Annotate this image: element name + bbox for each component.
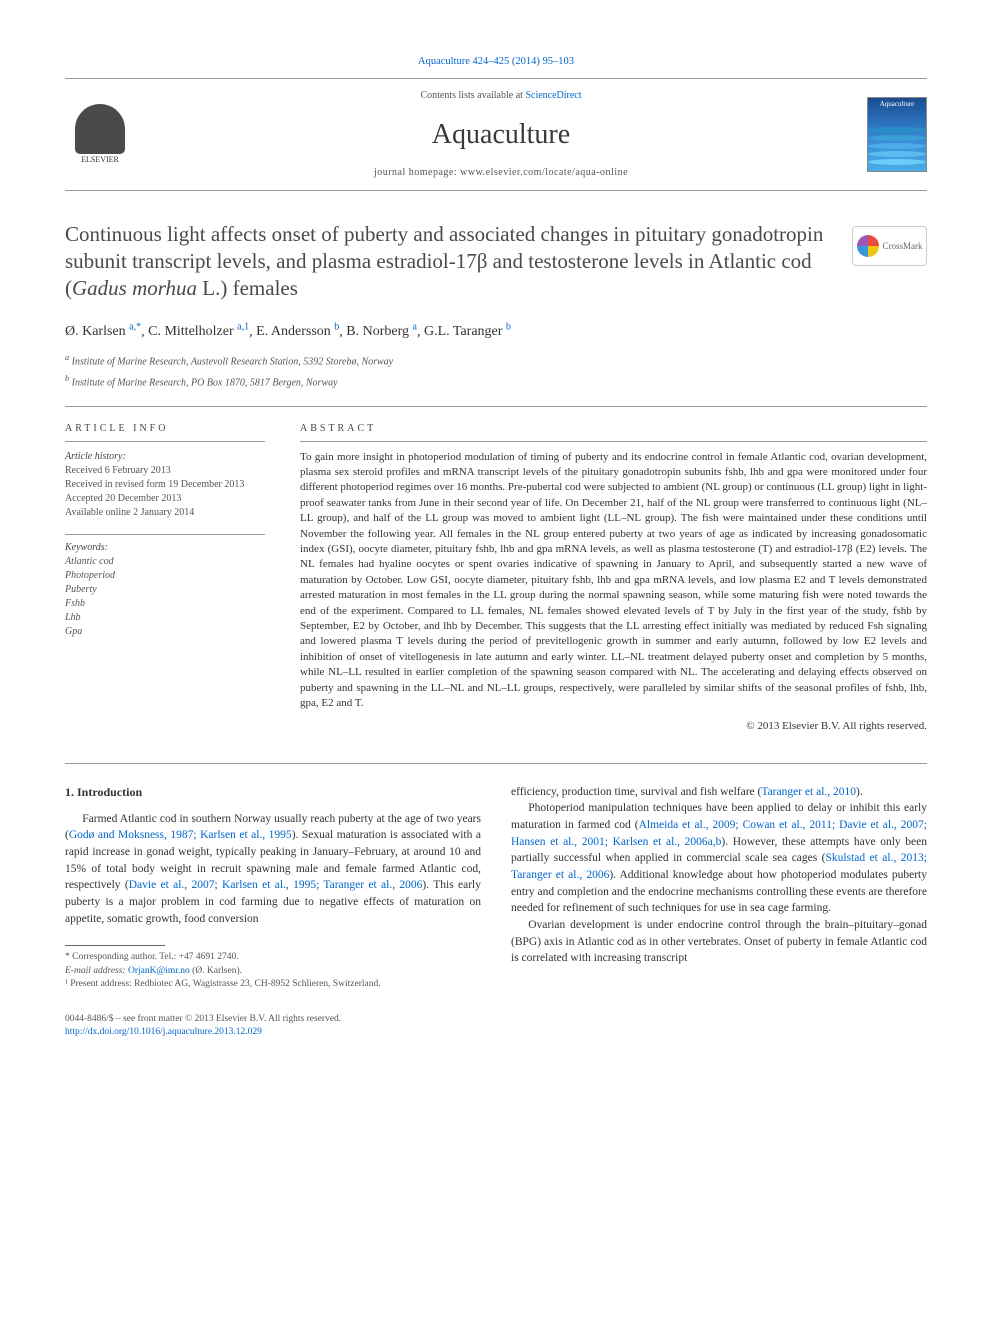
keywords-block: Keywords: Atlantic cod Photoperiod Puber…	[65, 534, 265, 639]
cover-label: Aquaculture	[870, 100, 924, 110]
header-center: Contents lists available at ScienceDirec…	[135, 89, 867, 180]
affil-text: Institute of Marine Research, PO Box 187…	[72, 378, 338, 389]
keywords-heading: Keywords:	[65, 541, 265, 555]
affil-text: Institute of Marine Research, Austevoll …	[72, 356, 393, 367]
author-name: C. Mittelholzer	[148, 324, 234, 339]
right-column: efficiency, production time, survival an…	[511, 784, 927, 991]
doi-link[interactable]: http://dx.doi.org/10.1016/j.aquaculture.…	[65, 1026, 341, 1039]
footnote-rule	[65, 945, 165, 946]
author-sup[interactable]: a,*	[129, 322, 141, 333]
body-paragraph: Ovarian development is under endocrine c…	[511, 917, 927, 967]
body-text: efficiency, production time, survival an…	[511, 786, 761, 798]
affil-sup: b	[65, 374, 69, 383]
elsevier-tree-icon	[75, 104, 125, 154]
author-name: G.L. Taranger	[424, 324, 502, 339]
history-heading: Article history:	[65, 450, 265, 464]
contents-prefix: Contents lists available at	[420, 90, 525, 101]
citation-link[interactable]: Godø and Moksness, 1987; Karlsen et al.,…	[69, 829, 292, 841]
author: B. Norberg a	[346, 324, 417, 339]
author: G.L. Taranger b	[424, 324, 511, 339]
cover-wave-icon	[868, 159, 926, 165]
author-sup[interactable]: a	[413, 322, 417, 333]
title-text-post: L.) females	[197, 276, 298, 300]
publisher-logo: ELSEVIER	[65, 99, 135, 169]
article-info-heading: ARTICLE INFO	[65, 422, 265, 442]
history-item: Received in revised form 19 December 201…	[65, 478, 265, 492]
author: C. Mittelholzer a,1	[148, 324, 249, 339]
author: E. Andersson b	[256, 324, 339, 339]
header-citation-link[interactable]: Aquaculture 424–425 (2014) 95–103	[65, 55, 927, 70]
page-footer: 0044-8486/$ – see front matter © 2013 El…	[65, 1013, 927, 1040]
body-text: ).	[856, 786, 863, 798]
sciencedirect-link[interactable]: ScienceDirect	[525, 90, 581, 101]
cover-wave-icon	[868, 135, 926, 141]
crossmark-badge[interactable]: CrossMark	[852, 226, 927, 266]
body-paragraph: efficiency, production time, survival an…	[511, 784, 927, 801]
email-tail: (Ø. Karlsen).	[190, 966, 242, 976]
history-item: Received 6 February 2013	[65, 464, 265, 478]
citation-link[interactable]: Davie et al., 2007; Karlsen et al., 1995…	[129, 879, 423, 891]
abstract-heading: ABSTRACT	[300, 422, 927, 442]
keyword: Lhb	[65, 611, 265, 625]
cover-wave-icon	[868, 127, 926, 133]
keyword: Gpa	[65, 625, 265, 639]
author-sup[interactable]: a,1	[237, 322, 249, 333]
email-link[interactable]: OrjanK@imr.no	[128, 966, 190, 976]
crossmark-label: CrossMark	[883, 240, 923, 253]
contents-lists-text: Contents lists available at ScienceDirec…	[135, 89, 867, 103]
left-column: 1. Introduction Farmed Atlantic cod in s…	[65, 784, 481, 991]
title-species: Gadus morhua	[72, 276, 197, 300]
section-heading-intro: 1. Introduction	[65, 784, 481, 801]
keyword: Fshb	[65, 597, 265, 611]
author: Ø. Karlsen a,*	[65, 324, 141, 339]
body-paragraph: Farmed Atlantic cod in southern Norway u…	[65, 811, 481, 928]
crossmark-circle-icon	[857, 235, 879, 257]
footnote-present-address: ¹ Present address: Redbiotec AG, Wagistr…	[65, 978, 481, 991]
article-info-block: ARTICLE INFO Article history: Received 6…	[65, 422, 265, 735]
keyword: Atlantic cod	[65, 555, 265, 569]
abstract-copyright: © 2013 Elsevier B.V. All rights reserved…	[300, 719, 927, 734]
body-paragraph: Photoperiod manipulation techniques have…	[511, 800, 927, 917]
affil-sup: a	[65, 353, 69, 362]
author-name: E. Andersson	[256, 324, 331, 339]
article-title: Continuous light affects onset of pubert…	[65, 221, 927, 303]
cover-wave-icon	[868, 151, 926, 157]
info-abstract-row: ARTICLE INFO Article history: Received 6…	[65, 422, 927, 735]
author-sup[interactable]: b	[506, 322, 511, 333]
journal-name: Aquaculture	[135, 115, 867, 154]
abstract-column: ABSTRACT To gain more insight in photope…	[300, 422, 927, 735]
affiliation: a Institute of Marine Research, Austevol…	[65, 352, 927, 369]
divider	[65, 406, 927, 407]
keyword: Photoperiod	[65, 569, 265, 583]
body-columns: 1. Introduction Farmed Atlantic cod in s…	[65, 763, 927, 991]
email-label: E-mail address:	[65, 966, 128, 976]
cover-wave-icon	[868, 143, 926, 149]
publisher-label: ELSEVIER	[81, 154, 119, 165]
author-list: Ø. Karlsen a,*, C. Mittelholzer a,1, E. …	[65, 321, 927, 342]
keyword: Puberty	[65, 583, 265, 597]
journal-homepage[interactable]: journal homepage: www.elsevier.com/locat…	[135, 166, 867, 180]
footnote-email: E-mail address: OrjanK@imr.no (Ø. Karlse…	[65, 965, 481, 978]
citation-link[interactable]: Taranger et al., 2010	[761, 786, 856, 798]
abstract-text: To gain more insight in photoperiod modu…	[300, 450, 927, 712]
front-matter-line: 0044-8486/$ – see front matter © 2013 El…	[65, 1013, 341, 1026]
history-item: Available online 2 January 2014	[65, 506, 265, 520]
history-item: Accepted 20 December 2013	[65, 492, 265, 506]
affiliation: b Institute of Marine Research, PO Box 1…	[65, 373, 927, 390]
author-sup[interactable]: b	[334, 322, 339, 333]
footnote-corresponding: * Corresponding author. Tel.: +47 4691 2…	[65, 951, 481, 964]
journal-cover-thumbnail: Aquaculture	[867, 97, 927, 172]
author-name: B. Norberg	[346, 324, 409, 339]
journal-header: ELSEVIER Contents lists available at Sci…	[65, 78, 927, 191]
footer-left: 0044-8486/$ – see front matter © 2013 El…	[65, 1013, 341, 1040]
author-name: Ø. Karlsen	[65, 324, 126, 339]
